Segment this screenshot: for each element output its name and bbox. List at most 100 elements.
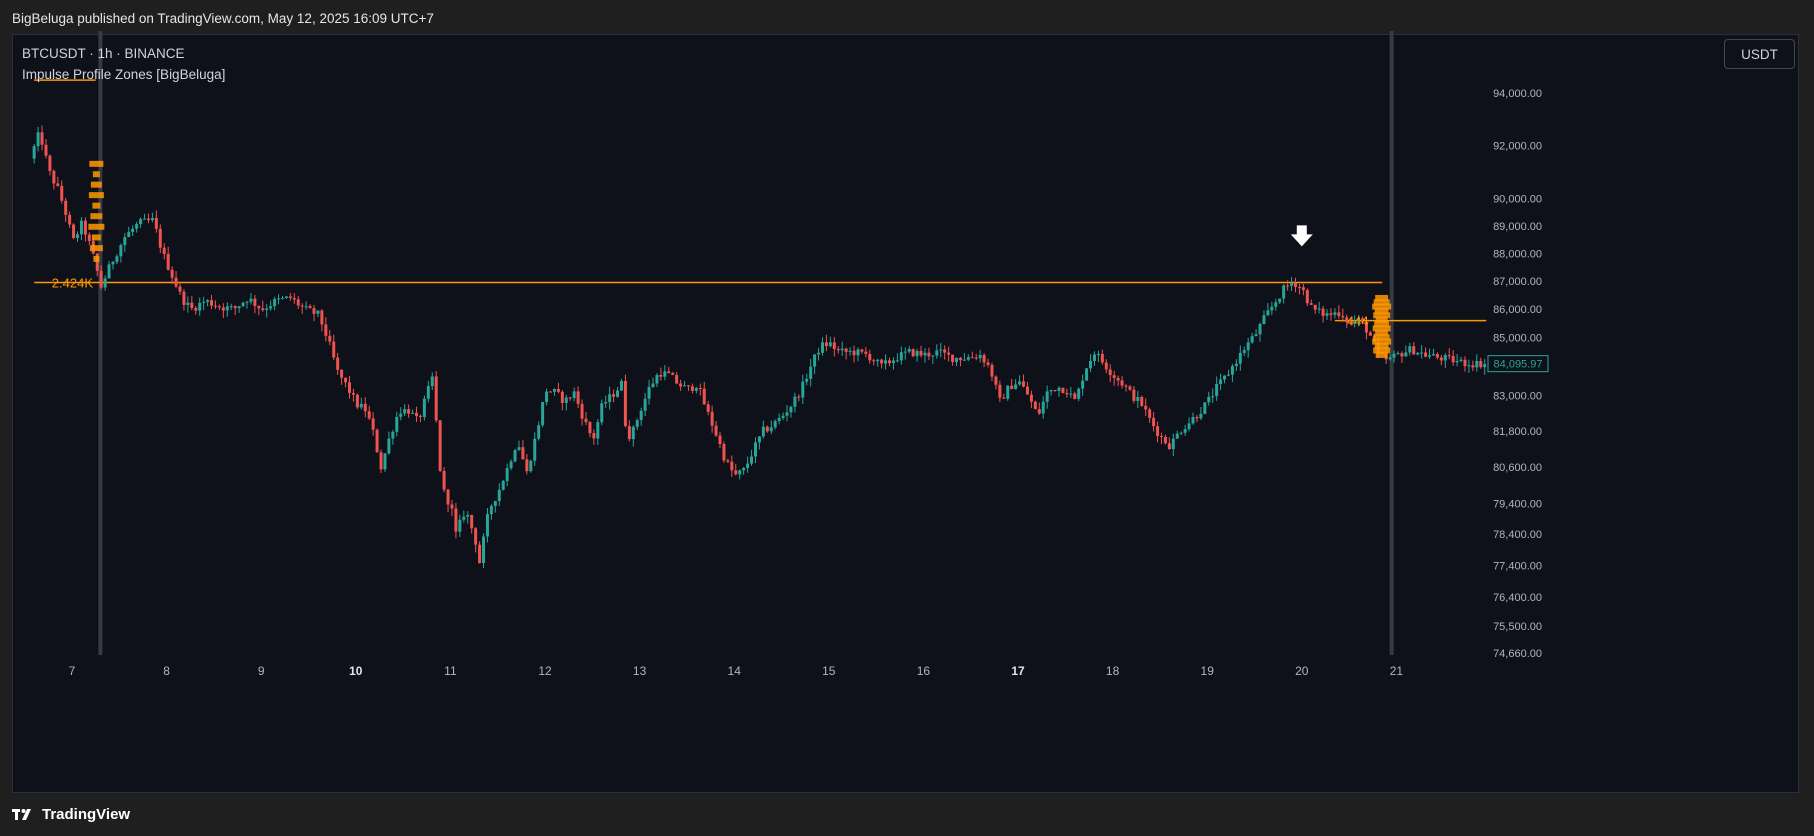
- candle-body: [1033, 401, 1037, 410]
- footer-brand[interactable]: TradingView: [12, 806, 130, 823]
- candle-body: [1238, 352, 1242, 364]
- candle-body: [919, 350, 923, 356]
- last-price-box: [1487, 355, 1549, 373]
- candle-body: [139, 218, 143, 225]
- profile-bar: [92, 202, 101, 209]
- candle-body: [1416, 352, 1420, 355]
- candle-body: [1018, 381, 1022, 385]
- candle-body: [702, 388, 706, 405]
- candle-body: [556, 388, 560, 392]
- currency-button[interactable]: USDT: [1724, 39, 1795, 69]
- candle-body: [517, 447, 521, 451]
- y-tick-label: 90,000.00: [1493, 194, 1542, 206]
- candle-body: [805, 378, 809, 382]
- candle-body: [852, 350, 856, 356]
- candle-body: [154, 217, 158, 229]
- candle-body: [391, 431, 395, 439]
- candle-body: [671, 373, 675, 376]
- chart-frame[interactable]: [12, 34, 1799, 793]
- candle-body: [1230, 366, 1234, 375]
- y-tick-label: 77,400.00: [1493, 560, 1542, 572]
- candle-body: [1203, 402, 1207, 414]
- candle-body: [576, 391, 580, 404]
- candle-body: [320, 310, 324, 325]
- candle-body: [95, 253, 99, 271]
- candle-body: [1077, 388, 1081, 399]
- profile-bar: [88, 223, 105, 230]
- symbol-info[interactable]: BTCUSDT · 1h · BINANCE: [22, 46, 185, 61]
- candle-body: [891, 360, 895, 364]
- candle-body: [304, 306, 308, 308]
- indicator-title[interactable]: Impulse Profile Zones [BigBeluga]: [22, 67, 226, 82]
- x-tick-label: 19: [1201, 664, 1215, 678]
- candle-body: [1463, 359, 1467, 367]
- candle-body: [1207, 396, 1211, 403]
- candle-body: [529, 460, 533, 472]
- candle-body: [1092, 354, 1096, 361]
- candle-body: [647, 387, 651, 399]
- candle-body: [521, 447, 525, 460]
- candle-body: [832, 342, 836, 350]
- candle-body: [962, 359, 966, 361]
- candle-body: [446, 489, 450, 505]
- candle-body: [1309, 303, 1313, 305]
- candle-body: [761, 426, 765, 437]
- candle-body: [127, 232, 131, 238]
- candle-body: [146, 218, 150, 221]
- profile-bar: [1373, 299, 1390, 306]
- y-tick-label: 75,500.00: [1493, 621, 1542, 633]
- candle-body: [769, 427, 773, 432]
- candle-body: [221, 307, 225, 311]
- candle-body: [403, 409, 407, 414]
- candle-body: [190, 302, 194, 308]
- candle-body: [111, 261, 115, 265]
- candle-body: [1246, 342, 1250, 351]
- candle-body: [659, 375, 663, 377]
- candle-body: [497, 489, 501, 502]
- candle-body: [679, 383, 683, 387]
- candle-body: [375, 429, 379, 453]
- candle-body: [1065, 392, 1069, 395]
- candle-body: [785, 412, 789, 416]
- candle-body: [718, 435, 722, 445]
- candle-body: [974, 357, 978, 359]
- profile-bar: [88, 192, 104, 199]
- candle-body: [1250, 336, 1254, 343]
- candle-body: [1278, 298, 1282, 303]
- candle-body: [1085, 368, 1089, 381]
- y-tick-label: 88,000.00: [1493, 248, 1542, 260]
- candle-body: [1424, 352, 1428, 357]
- candle-body: [584, 418, 588, 423]
- candle-body: [387, 438, 391, 454]
- candle-body: [1116, 377, 1120, 381]
- candle-body: [245, 301, 249, 303]
- candle-body: [1396, 353, 1400, 355]
- profile-bar: [89, 160, 104, 167]
- candle-body: [817, 352, 821, 355]
- candle-body: [482, 536, 486, 564]
- candle-body: [686, 385, 690, 387]
- candle-body: [753, 442, 757, 457]
- candle-body: [1022, 381, 1026, 387]
- profile-bar: [93, 255, 100, 262]
- candle-body: [951, 354, 955, 362]
- candle-body: [895, 360, 899, 362]
- time-axis[interactable]: 7 8 9 10 11 12 13 14 15 16 17 18 19 20 21: [69, 664, 1404, 678]
- candle-body: [931, 355, 935, 357]
- candle-body: [99, 270, 103, 288]
- candle-body: [379, 452, 383, 470]
- candle-body: [533, 438, 537, 461]
- candle-body: [296, 299, 300, 306]
- price-axis[interactable]: 94,000.00 92,000.00 90,000.00 89,000.00 88,0…: [1493, 88, 1542, 660]
- candle-body: [1195, 416, 1199, 419]
- candle-body: [115, 256, 119, 262]
- candle-body: [927, 352, 931, 357]
- last-price-label: 84,095.97: [1494, 359, 1543, 371]
- candle-body: [982, 355, 986, 363]
- candle-body: [600, 403, 604, 423]
- candle-body: [568, 397, 572, 399]
- candle-body: [655, 375, 659, 384]
- candle-body: [60, 185, 64, 201]
- candle-body: [1045, 391, 1049, 402]
